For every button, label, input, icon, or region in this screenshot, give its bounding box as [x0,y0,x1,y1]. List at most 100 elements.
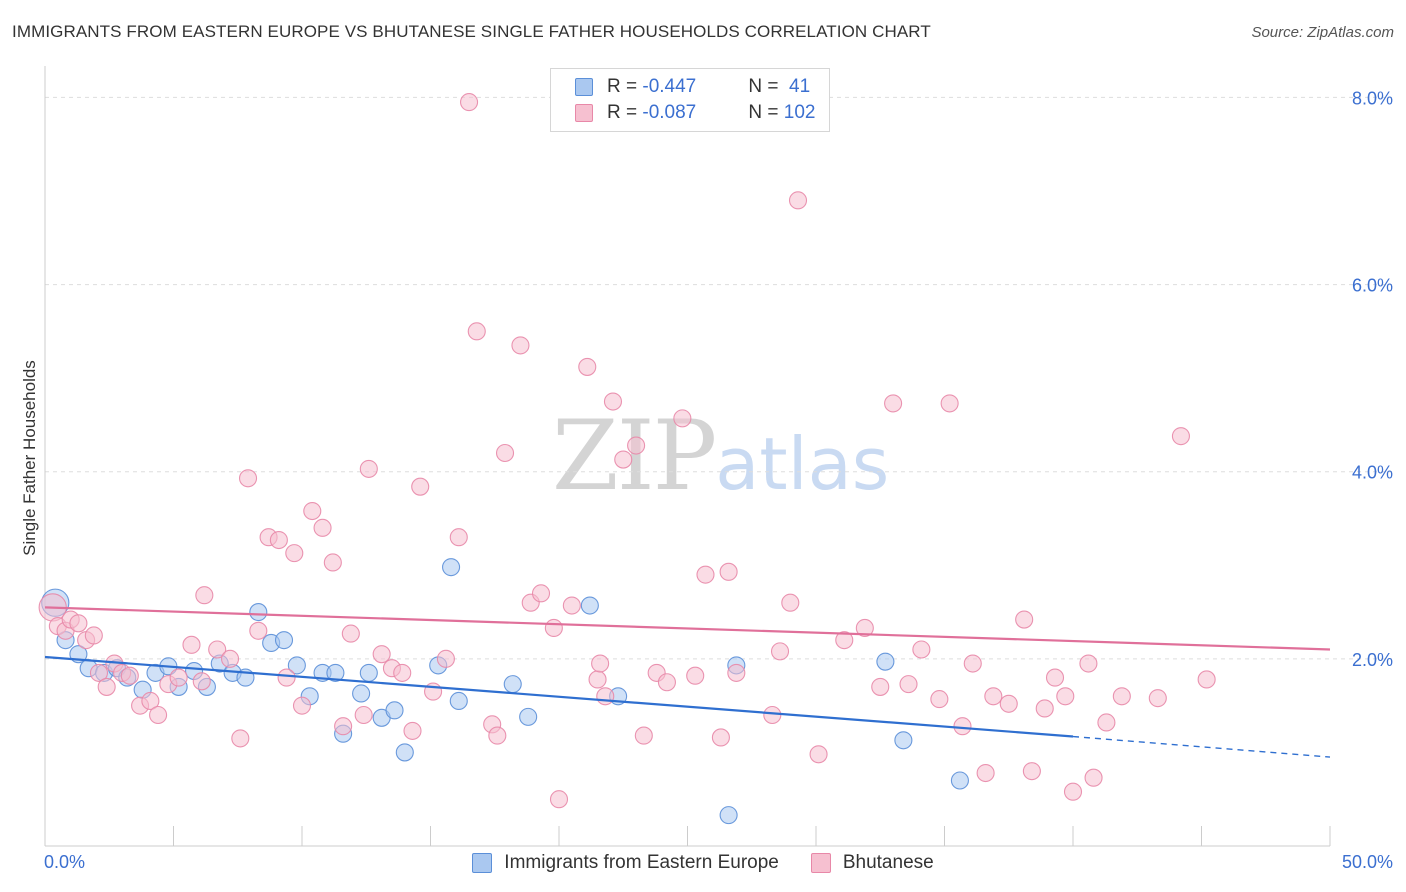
blue-point [449,691,468,711]
series-label-pink: Bhutanese [842,852,934,873]
pink-point [89,663,109,682]
pink-point [285,544,304,563]
pink-point [588,670,607,689]
pink-point [192,672,211,691]
legend-row-pink: R = -0.087 N = 102 [575,101,815,125]
blue-point [359,663,378,682]
pink-point [313,518,332,537]
pink-point [1022,762,1041,781]
pink-point [899,675,918,694]
pink-point [912,640,931,659]
pink-point [531,584,551,603]
pink-point [488,726,507,745]
pink-point [1079,654,1098,673]
pink-point [591,654,610,673]
pink-point [871,677,890,696]
legend-n-label: N = [748,102,784,123]
series-swatch-pink [810,853,831,873]
pink-point [940,394,959,413]
legend-r-label: R = [607,102,643,123]
legend-r-value: -0.087 [642,102,697,123]
pink-point [169,668,188,687]
pink-point [1035,699,1054,718]
pink-point [603,392,623,411]
legend-swatch-blue [575,78,593,96]
blue-point [503,675,522,694]
pink-point [84,626,103,645]
pink-point [449,528,468,547]
pink-point [323,553,342,572]
pink-point [1112,687,1131,706]
pink-point [141,691,160,711]
pink-point [341,624,360,643]
pink-point [69,614,88,633]
pink-point [596,687,615,706]
pink-point [403,721,422,740]
blue-point [876,652,895,671]
legend-n-value: 41 [783,76,811,97]
y-tick-label: 8.0% [1352,88,1393,108]
pink-point [1045,668,1065,687]
blue-trend-extension [1072,735,1331,758]
pink-point [354,705,373,725]
series-swatch-blue [472,853,493,873]
pink-point [249,621,268,640]
pink-point [984,687,1003,706]
pink-point [562,596,581,615]
pink-point [614,450,633,469]
pink-point [393,663,412,682]
blue-point [519,707,538,726]
chart-title: IMMIGRANTS FROM EASTERN EUROPE VS BHUTAN… [12,22,931,41]
pink-point [719,562,738,581]
pink-point [1063,782,1083,801]
pink-point [884,394,903,413]
legend-n-label: N = [748,76,784,97]
blue-point [287,656,306,675]
blue-point [385,701,404,720]
y-tick-label: 2.0% [1352,650,1393,670]
x-tick-label: 0.0% [44,852,85,872]
pink-point [231,729,250,748]
pink-point [97,677,116,696]
pink-point [372,645,391,664]
pink-point [1015,610,1034,629]
pink-point [763,705,782,725]
legend-n-value: 102 [783,102,816,123]
pink-point [220,649,240,668]
pink-point [696,565,715,584]
x-tick-label: 50.0% [1342,852,1393,872]
blue-point [326,663,345,682]
pink-point [999,694,1018,713]
blue-point [274,631,294,650]
blue-point [894,731,913,750]
pink-point [1097,713,1116,732]
pink-point [634,726,653,745]
legend-r-label: R = [607,76,643,97]
series-legend-pink: Bhutanese [810,852,934,874]
blue-point [580,596,599,615]
pink-point [459,93,479,112]
pink-point [1084,768,1103,787]
pink-point [120,666,139,685]
pink-point [788,191,808,210]
legend-swatch-pink [575,104,593,122]
pink-point [711,728,730,747]
pink-point [781,593,800,612]
pink-point [549,790,569,809]
pink-point [930,690,949,709]
blue-point [395,743,414,762]
pink-point [673,409,692,428]
pink-point [292,696,312,715]
pink-point [238,469,258,488]
pink-point [686,666,705,685]
pink-point [467,322,486,341]
source-label: Source: ZipAtlas.com [1251,24,1394,41]
pink-point [1056,687,1075,706]
series-legend: Immigrants from Eastern Europe Bhutanese [0,852,1406,874]
blue-point [719,806,738,825]
blue-point [442,558,461,577]
pink-point [277,668,296,687]
pink-point [511,336,530,355]
pink-point [411,477,430,496]
